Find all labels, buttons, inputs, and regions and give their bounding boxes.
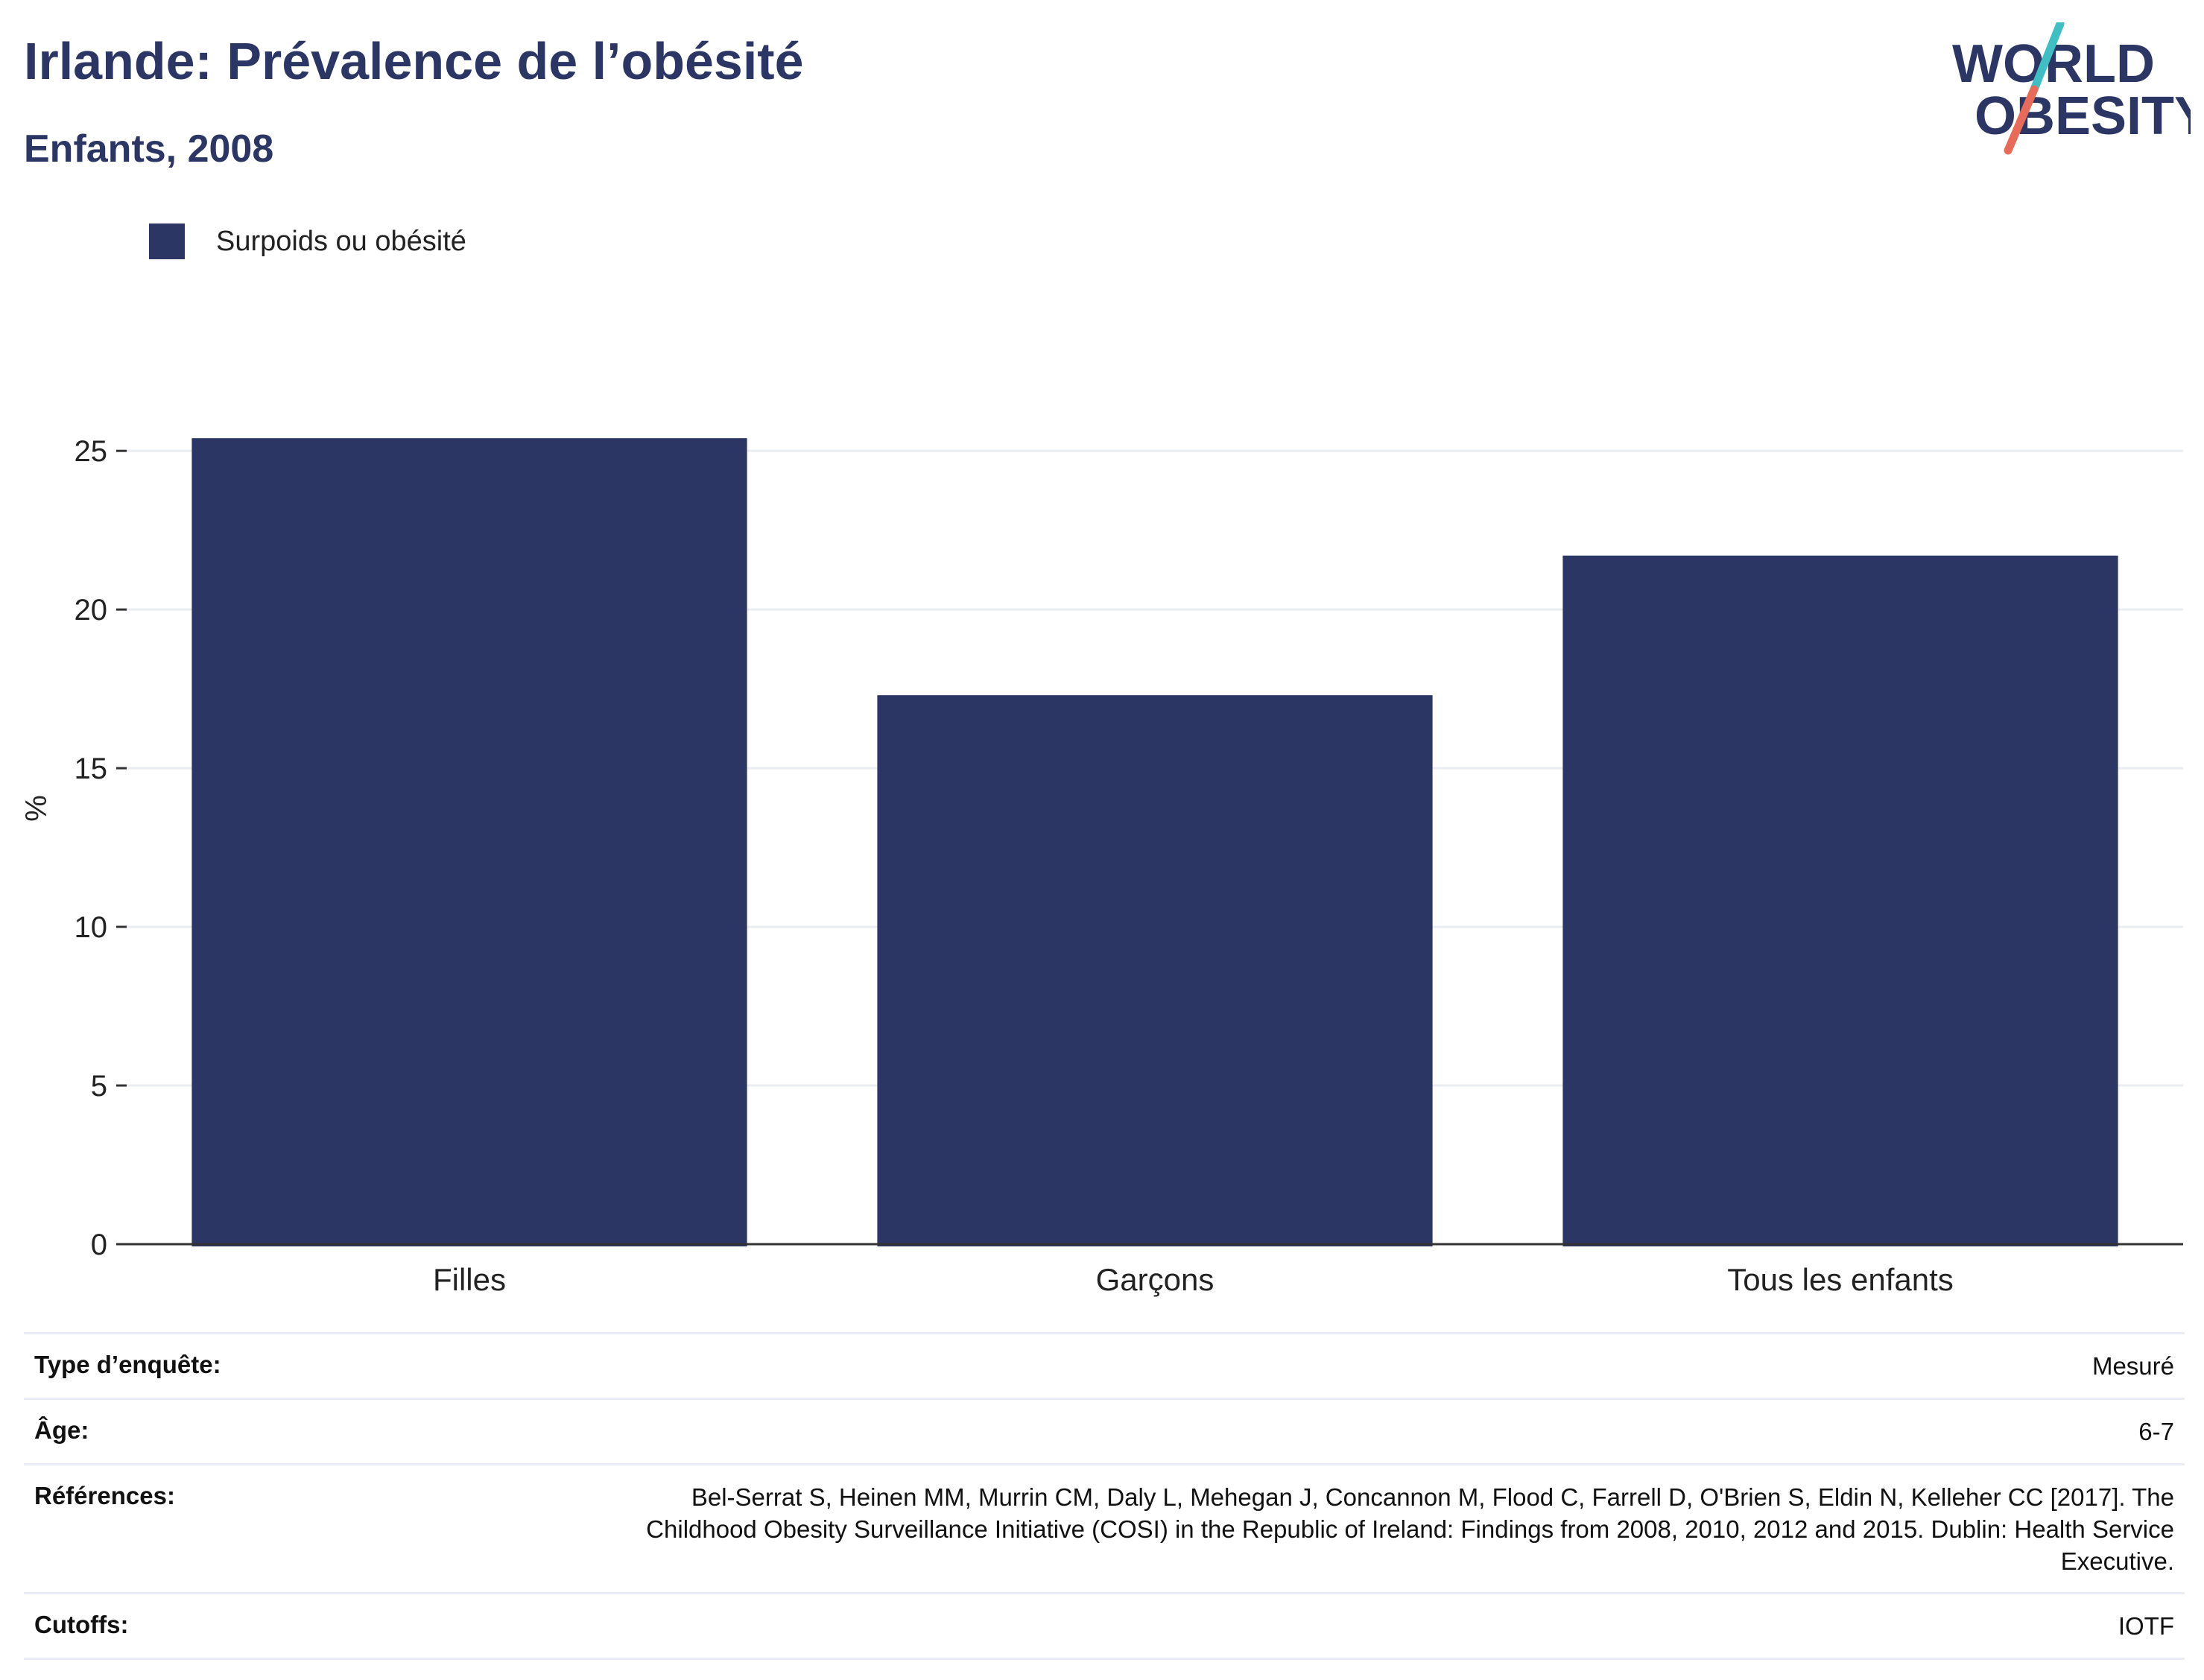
chart-title: Irlande: Prévalence de l’obésité (24, 32, 804, 90)
bar[interactable] (1562, 555, 2118, 1246)
legend: Surpoids ou obésité (149, 224, 466, 259)
y-tick-label: 15 (75, 752, 108, 785)
x-category-label: Tous les enfants (1727, 1262, 1954, 1297)
x-category-label: Garçons (1096, 1262, 1215, 1297)
metadata-key: Type d’enquête: (24, 1332, 566, 1399)
metadata-key: Cutoffs: (24, 1592, 566, 1661)
y-tick-label: 20 (75, 594, 108, 627)
metadata-table: Type d’enquête: Mesuré Âge: 6-7 Références: B… (24, 1332, 2185, 1661)
y-tick-label: 25 (75, 435, 108, 468)
metadata-row: Cutoffs: IOTF (24, 1592, 2185, 1661)
metadata-value: Mesuré (566, 1332, 2185, 1399)
y-tick-label: 0 (91, 1229, 107, 1261)
logo-slash-coral (2004, 85, 2039, 155)
bar[interactable] (191, 438, 747, 1246)
world-obesity-logo: WORLD OBESITY (1952, 22, 2191, 155)
bar[interactable] (877, 695, 1433, 1246)
metadata-row: Âge: 6-7 (24, 1397, 2185, 1465)
metadata-key: Âge: (24, 1397, 566, 1465)
y-tick-label: 10 (75, 911, 108, 944)
x-category-label: Filles (433, 1262, 506, 1297)
metadata-row: Type d’enquête: Mesuré (24, 1332, 2185, 1399)
legend-label: Surpoids ou obésité (216, 225, 466, 257)
metadata-value: 6-7 (566, 1397, 2185, 1465)
metadata-value: Bel-Serrat S, Heinen MM, Murrin CM, Daly… (566, 1462, 2185, 1594)
metadata-row: Références: Bel-Serrat S, Heinen MM, Murr… (24, 1462, 2185, 1594)
legend-swatch (149, 224, 185, 259)
y-axis-label: % (20, 795, 53, 822)
logo-slash-teal (2030, 22, 2065, 94)
bar-chart: 0 5 10 15 20 25 Filles Garçons Tous les enfants… (20, 435, 2183, 1297)
metadata-value: IOTF (566, 1592, 2185, 1661)
chart-subtitle: Enfants, 2008 (24, 127, 274, 171)
y-tick-label: 5 (91, 1070, 107, 1103)
metadata-key: Références: (24, 1462, 566, 1594)
